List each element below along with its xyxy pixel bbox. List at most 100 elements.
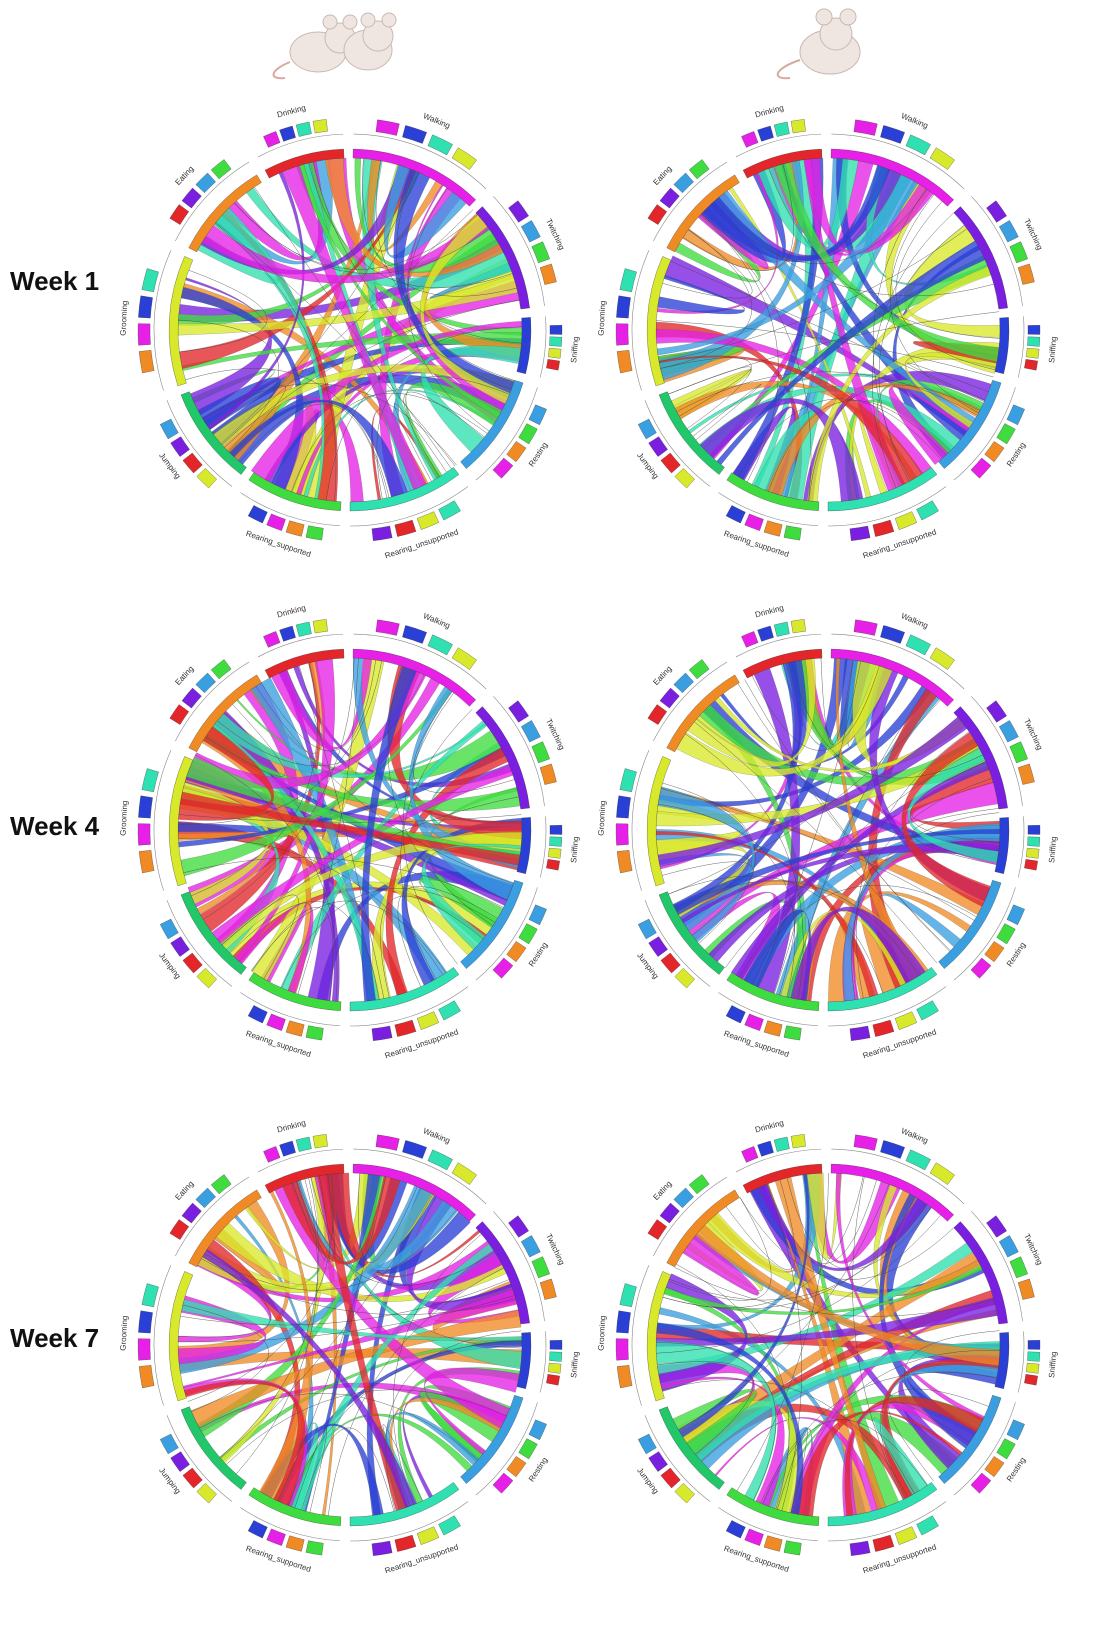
mouse-single: [778, 9, 860, 78]
ring-segment: [930, 1163, 955, 1185]
ring-segment: [917, 1516, 939, 1535]
ring-segment: [519, 1439, 538, 1459]
ring-segment: [138, 824, 151, 846]
ring-segment: [774, 1137, 789, 1152]
ring-segment: [648, 705, 667, 725]
week-label: Week 4: [10, 811, 100, 841]
ring-segment: [689, 659, 709, 678]
sector-label: Jumping: [635, 451, 660, 481]
ring-segment: [745, 1014, 764, 1031]
sector-label: Grooming: [119, 300, 130, 336]
ring-segment: [417, 1012, 439, 1030]
ring-segment: [546, 859, 559, 870]
ring-segment: [532, 742, 550, 763]
sector-label: Grooming: [119, 1315, 130, 1351]
ring-segment: [546, 359, 559, 370]
ring-segment: [540, 764, 556, 785]
ring-segment: [280, 1141, 296, 1156]
ring-segment: [170, 205, 189, 225]
ring-segment: [649, 437, 668, 457]
ring-segment: [1027, 837, 1039, 847]
ring-segment: [540, 264, 556, 285]
ring-segment: [540, 1279, 556, 1300]
ring-segment: [873, 520, 894, 537]
ring-segment: [372, 1541, 392, 1556]
chord-diagram: WalkingTwitchingSniffingRestingRearing_u…: [597, 1118, 1059, 1575]
ring-segment: [138, 1311, 152, 1333]
ring-segment: [850, 1541, 870, 1556]
ring-axis: [540, 816, 546, 877]
ring-segment: [395, 520, 416, 537]
sector-label: Rearing_unsupported: [384, 1027, 460, 1060]
ring-segment: [880, 125, 904, 143]
ring-segment: [880, 1140, 904, 1158]
sector-label: Walking: [900, 111, 929, 130]
ring-segment: [774, 622, 789, 637]
ring-segment: [854, 1135, 877, 1151]
sector-label: Jumping: [157, 451, 182, 481]
ring-segment: [548, 848, 561, 858]
ring-segment: [171, 937, 190, 957]
ring-segment: [519, 424, 538, 444]
ring-segment: [452, 148, 477, 170]
sector-label: Resting: [1005, 1456, 1027, 1484]
ring-segment: [532, 242, 550, 263]
ring-segment: [549, 837, 561, 847]
ring-segment: [873, 1020, 894, 1037]
ring-segment: [138, 796, 152, 818]
ring-axis: [540, 1331, 546, 1392]
sector-label: Twitching: [1022, 217, 1044, 251]
ring-segment: [267, 1014, 286, 1031]
ring-segment: [306, 1026, 323, 1040]
ring-segment: [617, 1365, 632, 1388]
sector-label: Rearing_unsupported: [862, 527, 938, 560]
ring-segment: [741, 131, 758, 147]
ring-segment: [170, 705, 189, 725]
ring-segment: [286, 1536, 304, 1552]
ring-segment: [726, 1005, 745, 1023]
ring-segment: [997, 1439, 1016, 1459]
ring-segment: [1007, 405, 1025, 425]
ring-segment: [791, 1134, 806, 1148]
ring-segment: [160, 1434, 178, 1454]
ring-segment: [1026, 348, 1039, 358]
ring-segment: [170, 1220, 189, 1240]
ring-segment: [160, 919, 178, 939]
ring-segment: [529, 905, 547, 925]
ring-segment: [758, 626, 774, 641]
ring-segment: [726, 505, 745, 523]
sector-label: Resting: [527, 941, 549, 969]
ring-segment: [452, 1163, 477, 1185]
ring-segment: [880, 625, 904, 643]
ring-segment: [372, 526, 392, 541]
ring-segment: [791, 619, 806, 633]
ring-segment: [638, 419, 656, 439]
ring-segment: [648, 1220, 667, 1240]
ring-segment: [758, 126, 774, 141]
sector-label: Grooming: [597, 1315, 608, 1351]
ring-axis: [1018, 316, 1024, 377]
sector-label: Twitching: [544, 217, 566, 251]
ring-segment: [784, 526, 801, 540]
ring-segment: [873, 1535, 894, 1552]
ring-segment: [1027, 337, 1039, 347]
ring-segment: [439, 1516, 461, 1535]
sector-label: Resting: [1005, 941, 1027, 969]
sector-label: Jumping: [635, 1466, 660, 1496]
ring-segment: [417, 1527, 439, 1545]
chord-diagram: WalkingTwitchingSniffingRestingRearing_u…: [597, 103, 1059, 560]
ring-segment: [267, 514, 286, 531]
sector-label: Rearing_unsupported: [384, 1542, 460, 1575]
ring-segment: [764, 1021, 782, 1037]
ring-segment: [286, 521, 304, 537]
ring-segment: [745, 1529, 764, 1546]
ring-segment: [548, 348, 561, 358]
ring-segment: [306, 526, 323, 540]
ring-segment: [1028, 325, 1040, 334]
ring-segment: [649, 937, 668, 957]
sector-label: Resting: [527, 1456, 549, 1484]
ring-segment: [313, 119, 328, 133]
ring-segment: [138, 296, 152, 318]
sector-label: Eating: [651, 164, 673, 187]
sector-label: Jumping: [635, 951, 660, 981]
